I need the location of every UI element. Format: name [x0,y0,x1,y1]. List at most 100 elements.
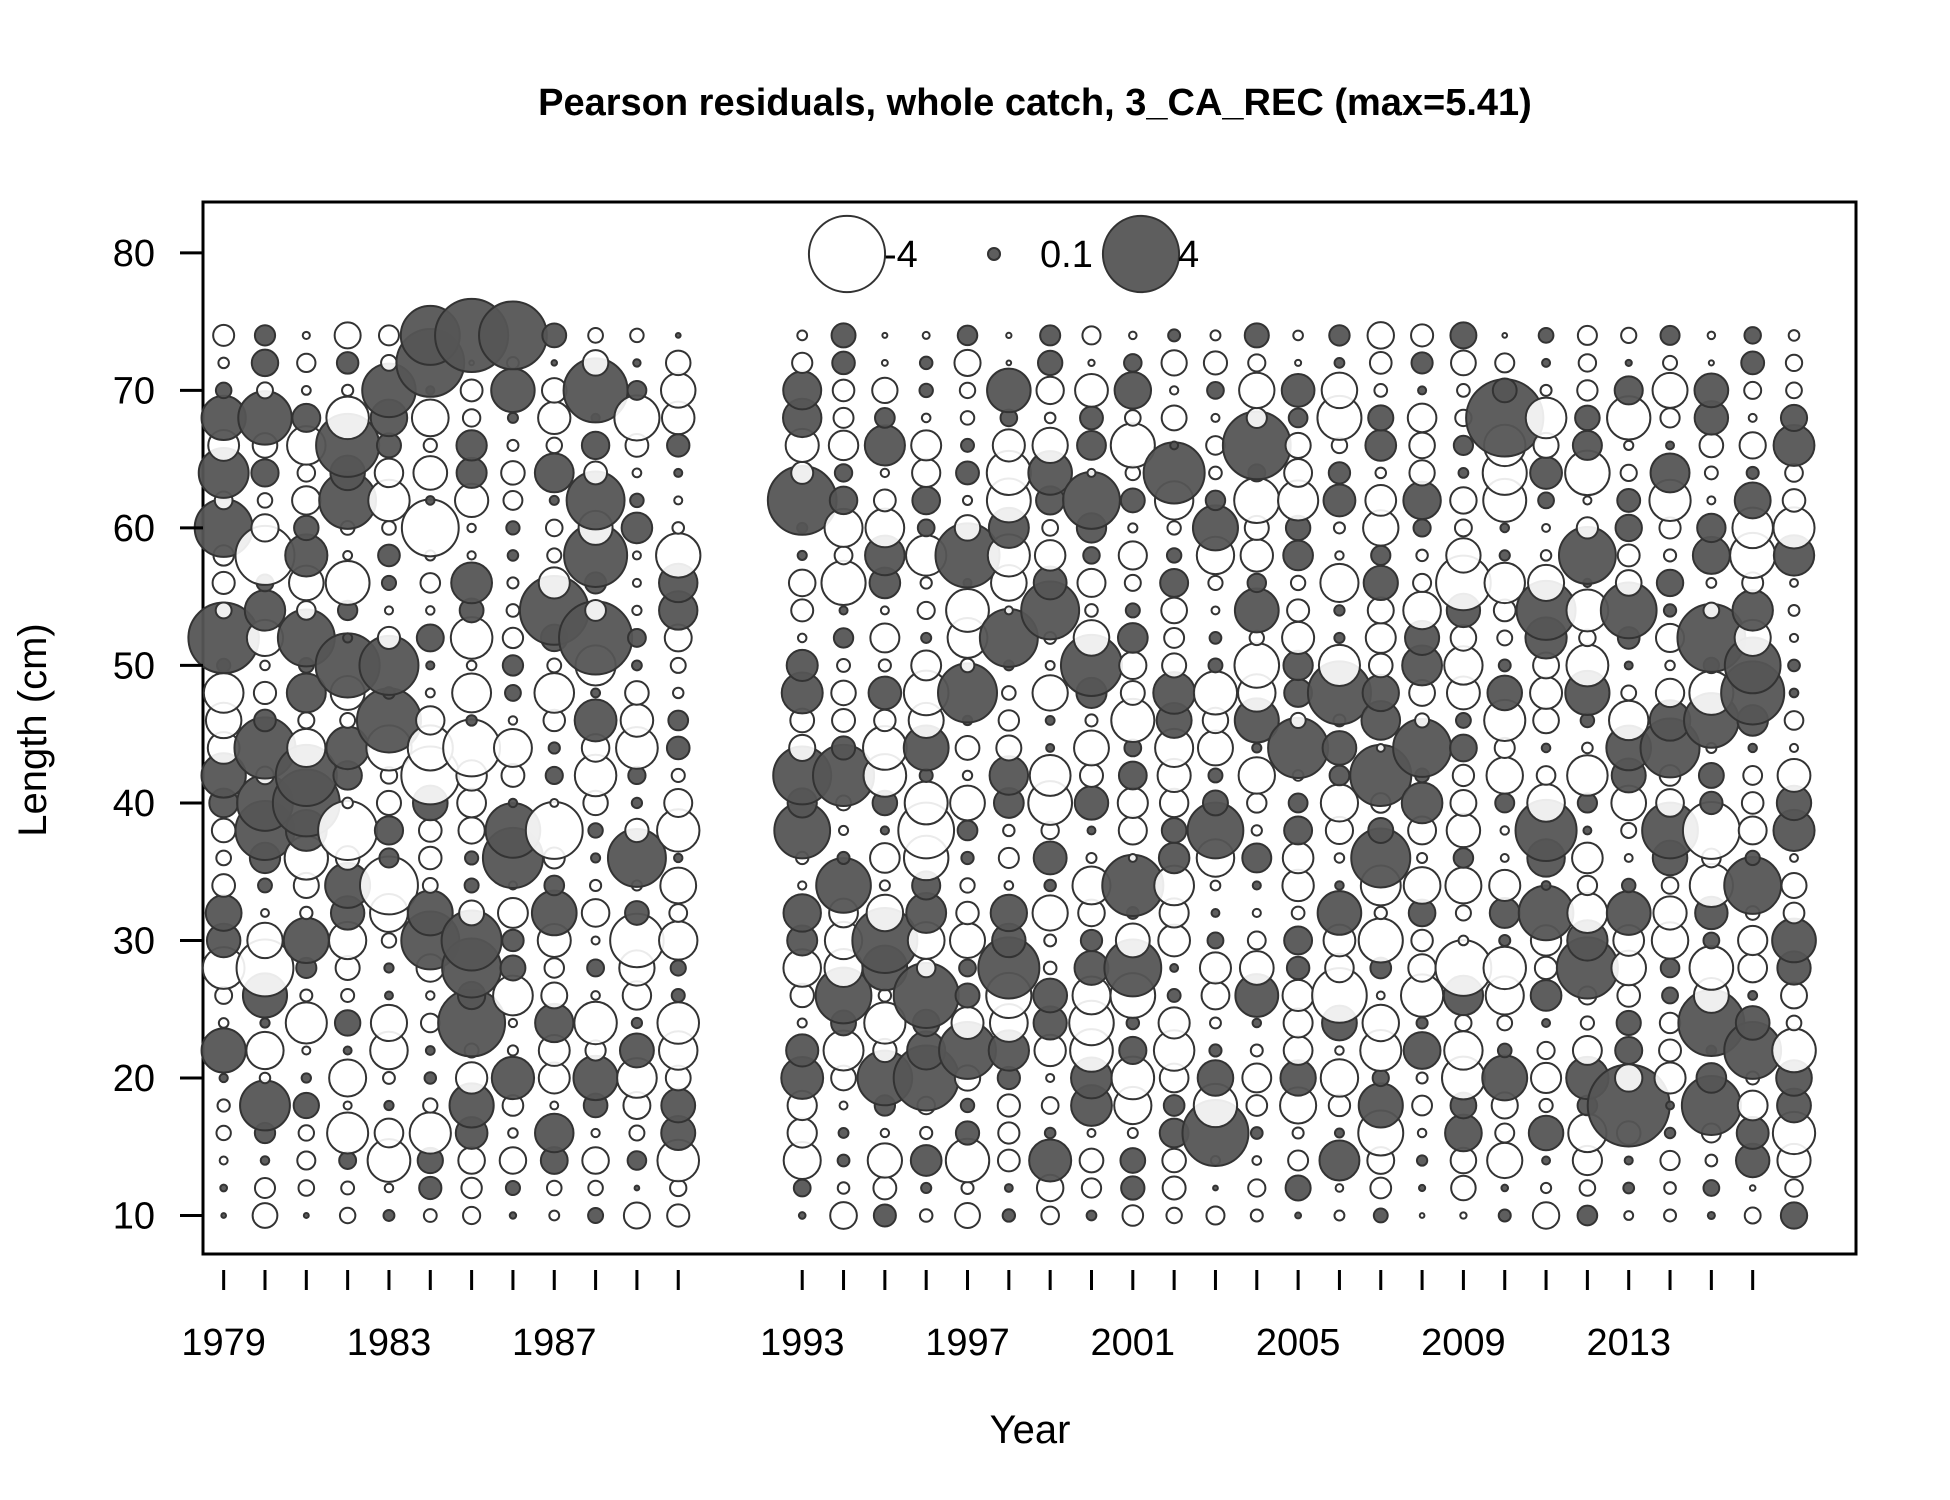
residual-bubble [1576,874,1599,897]
residual-bubble [958,381,977,400]
residual-bubble [573,1000,618,1046]
residual-bubble [827,429,860,462]
residual-bubble [383,605,395,616]
residual-bubble [1415,1016,1429,1030]
residual-bubble [1616,487,1642,513]
residual-bubble [545,436,564,455]
residual-bubble [1076,430,1107,461]
residual-bubble [505,603,521,618]
residual-bubble [1699,790,1724,816]
residual-bubble [1086,1128,1097,1138]
residual-bubble [1005,359,1013,367]
residual-bubble [1499,852,1510,863]
residual-bubble [958,958,977,978]
residual-bubble [1324,952,1355,984]
residual-bubble [1658,1011,1682,1035]
residual-bubble [251,1202,279,1229]
residual-bubble [1161,652,1188,679]
residual-bubble [506,438,520,452]
residual-bubble [1251,1017,1263,1029]
residual-bubble [584,599,607,622]
residual-bubble [383,1182,395,1194]
residual-bubble [954,735,981,761]
residual-bubble [212,323,236,347]
residual-bubble [381,520,397,536]
residual-bubble [450,561,493,605]
residual-bubble [501,654,525,677]
residual-bubble [1281,841,1315,875]
residual-bubble [259,1155,271,1166]
y-tick-label: 10 [113,1195,155,1237]
residual-bubble [375,789,402,816]
residual-bubble [1117,815,1148,846]
residual-bubble [878,879,891,892]
residual-bubble [796,632,808,644]
residual-bubble [550,359,559,367]
residual-bubble [1043,933,1058,948]
residual-bubble [787,568,817,598]
residual-bubble [216,1098,231,1113]
residual-bubble [581,349,610,377]
residual-bubble [541,322,568,349]
residual-bubble [831,350,856,376]
residual-bubble [1294,358,1303,367]
residual-bubble [324,560,371,606]
residual-bubble [836,850,851,866]
residual-bubble [451,672,493,714]
residual-bubble [1319,1058,1360,1098]
residual-bubble [1772,506,1816,550]
residual-bubble [1703,465,1719,481]
residual-bubble [1623,1210,1635,1221]
residual-bubble [1779,1201,1809,1230]
residual-bubble [796,549,808,561]
residual-bubble [504,684,522,702]
residual-bubble [1577,353,1598,373]
residual-bubble [950,1005,985,1040]
residual-bubble [1408,431,1436,460]
residual-bubble [1496,1042,1513,1059]
residual-bubble [1743,1206,1762,1225]
residual-bubble [492,727,533,768]
residual-bubble [631,550,642,561]
residual-bubble [1001,685,1017,701]
residual-bubble [1661,986,1679,1005]
residual-bubble [341,383,355,398]
residual-bubble [256,381,274,400]
residual-bubble [948,921,987,959]
residual-bubble [1623,660,1634,671]
residual-bubble [1456,383,1471,398]
residual-bubble [1665,1100,1675,1111]
residual-bubble [1494,352,1516,374]
residual-bubble [1160,596,1188,625]
residual-bubble [672,686,685,700]
residual-bubble [1782,901,1806,925]
residual-bubble [1501,332,1509,339]
residual-bubble [462,1205,482,1226]
residual-bubble [1787,603,1801,617]
residual-bubble [1616,543,1641,568]
residual-bubble [457,1146,486,1175]
residual-bubble [1117,760,1148,791]
residual-bubble [422,1097,439,1114]
residual-bubble [1698,432,1725,459]
residual-bubble [421,877,439,894]
chart-title: Pearson residuals, whole catch, 3_CA_REC… [538,82,1532,124]
residual-bubble [454,1061,489,1095]
residual-bubble [1659,1149,1681,1172]
residual-bubble [797,1211,807,1220]
residual-bubble [1209,879,1222,892]
residual-bubble [215,849,232,867]
residual-bubble [1212,1184,1219,1192]
residual-bubble [256,492,274,509]
residual-bubble [1407,953,1437,983]
residual-bubble [1035,375,1065,406]
residual-bubble [1486,1141,1524,1180]
residual-bubble [1116,786,1149,820]
residual-bubble [1357,1082,1404,1129]
x-tick-label: 1997 [925,1322,1010,1364]
residual-bubble [1482,945,1527,991]
residual-bubble [501,626,525,650]
residual-bubble [1119,1147,1147,1174]
residual-bubble [508,1211,518,1220]
residual-bubble [1659,324,1681,346]
